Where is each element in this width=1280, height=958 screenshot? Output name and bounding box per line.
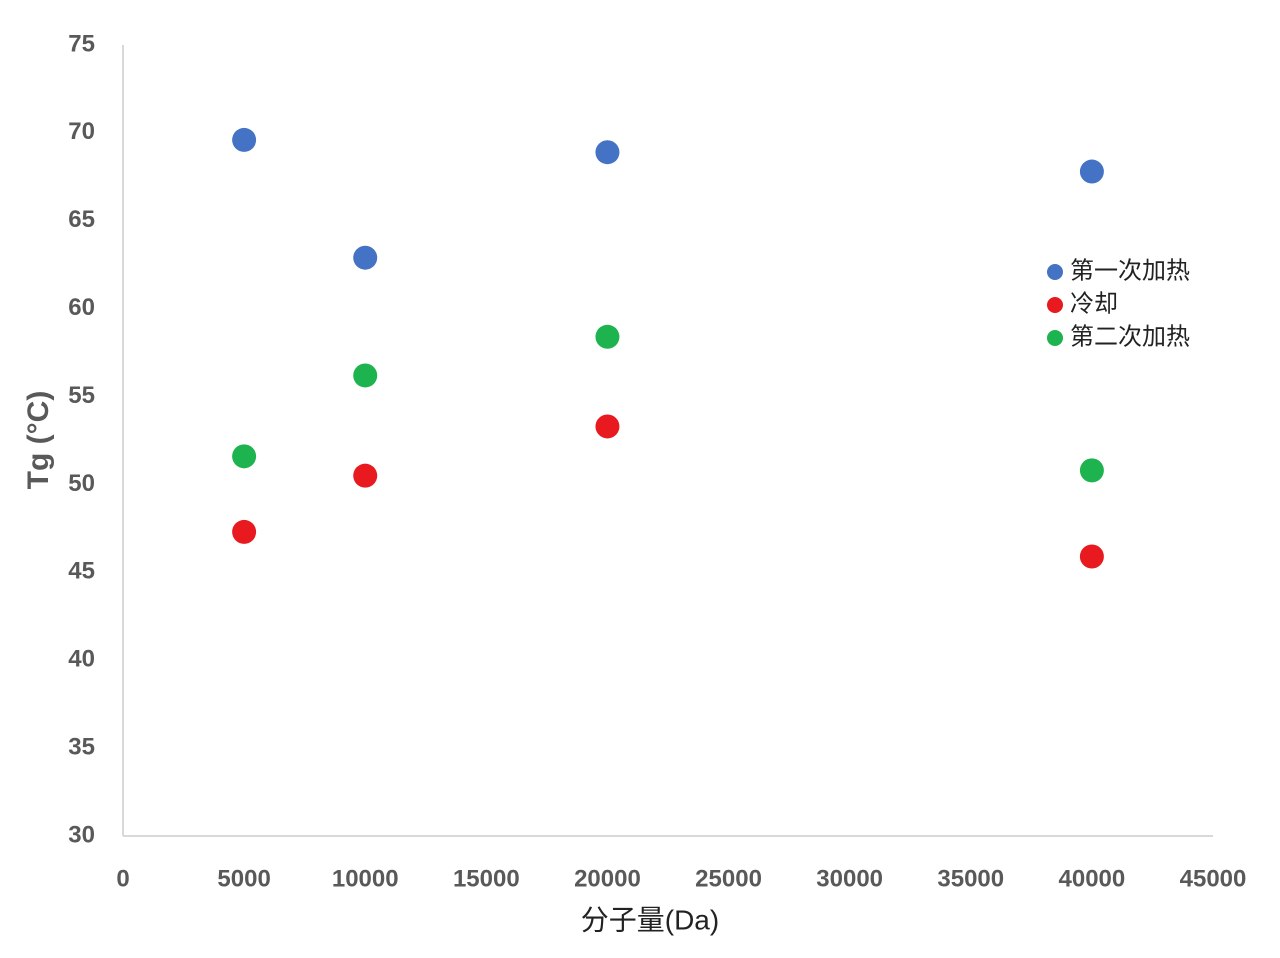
y-tick-label: 40 [68,646,95,673]
x-tick-label: 20000 [574,865,641,892]
point [353,363,378,388]
point [1079,159,1104,184]
x-tick-label: 15000 [453,865,520,892]
x-tick-label: 35000 [937,865,1004,892]
legend-label: 冷却 [1070,290,1118,317]
y-tick-label: 50 [68,470,95,497]
legend-marker [1047,264,1063,280]
y-tick-label: 30 [68,821,95,848]
y-tick-label: 70 [68,118,95,145]
legend-label: 第二次加热 [1070,323,1190,350]
point [1079,458,1104,483]
y-tick-label: 60 [68,294,95,321]
x-axis-label: 分子量(Da) [581,904,719,935]
x-tick-label: 40000 [1059,865,1126,892]
legend-marker [1047,297,1063,313]
y-tick-label: 35 [68,733,95,760]
y-axis-label: Tg (°C) [22,391,55,490]
x-tick-label: 25000 [695,865,762,892]
point [232,444,257,469]
x-tick-label: 10000 [332,865,399,892]
point [353,463,378,488]
legend-marker [1047,330,1063,346]
point [232,519,257,544]
x-tick-label: 30000 [816,865,883,892]
point [595,324,620,349]
point [353,245,378,270]
y-tick-label: 65 [68,206,95,233]
x-tick-label: 5000 [217,865,270,892]
point [1079,544,1104,569]
y-tick-label: 75 [68,30,95,57]
point [232,127,257,152]
y-tick-label: 55 [68,382,95,409]
y-tick-label: 45 [68,558,95,585]
point [595,414,620,439]
legend-label: 第一次加热 [1070,257,1190,284]
x-tick-label: 45000 [1180,865,1247,892]
x-tick-label: 0 [116,865,129,892]
point [595,140,620,165]
